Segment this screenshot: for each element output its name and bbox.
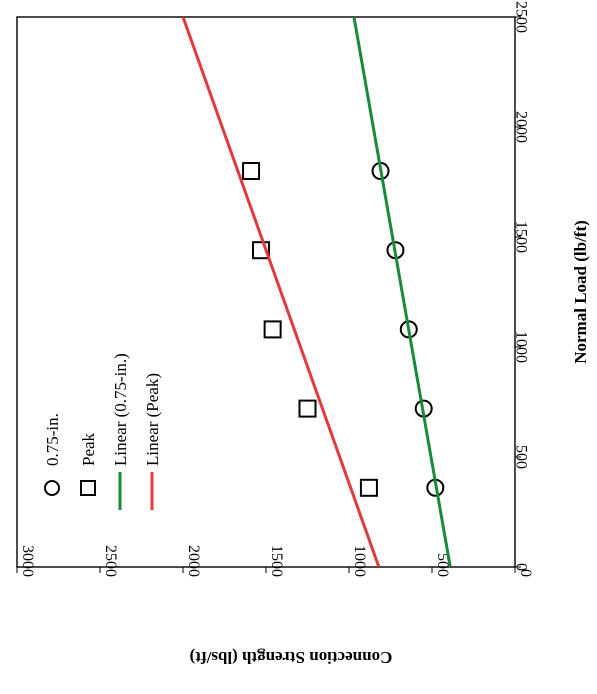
y-tick-label: 2500 [102,545,119,577]
x-tick-label: 500 [513,445,530,469]
legend: 0.75-in. Peak Linear (0.75-in.) Linear (Pea… [43,353,162,510]
y-tick-label: 500 [434,553,451,577]
y-axis-title: Connection Strength (lbs/ft) [190,648,393,667]
data-point-square [252,241,271,260]
axis-titles: Normal Load (lb/ft) Connection Strength (… [190,220,590,667]
x-axis-title: Normal Load (lb/ft) [571,220,590,364]
data-point-square [242,162,261,180]
legend-square-marker [80,480,96,496]
legend-label: Peak [79,432,98,466]
data-point-square [263,320,282,339]
y-tick-label: 1500 [268,545,285,577]
y-tick-label: 1000 [351,545,368,577]
axes: 0 500 1000 1500 2000 2500 0 500 1000 1500 2000 2500… [16,1,534,577]
y-tick-label: 2000 [185,545,202,577]
trendline-2 [352,17,452,567]
y-tick-label: 0 [517,569,534,577]
plot-frame [16,16,516,568]
x-tick-label: 0 [513,563,530,571]
legend-label: Linear (Peak) [143,373,162,466]
trendline-3 [181,17,381,567]
x-tick-label: 2500 [513,1,530,33]
y-tick-label: 3000 [19,545,36,577]
data-point-square [359,478,378,497]
x-tick-label: 1000 [513,331,530,363]
series [181,17,452,567]
legend-label: Linear (0.75-in.) [111,353,130,466]
x-tick-label: 2000 [513,111,530,143]
data-point-square [298,399,317,418]
x-tick-label: 1500 [513,221,530,253]
legend-label: 0.75-in. [43,413,62,466]
legend-circle-marker [44,480,60,496]
